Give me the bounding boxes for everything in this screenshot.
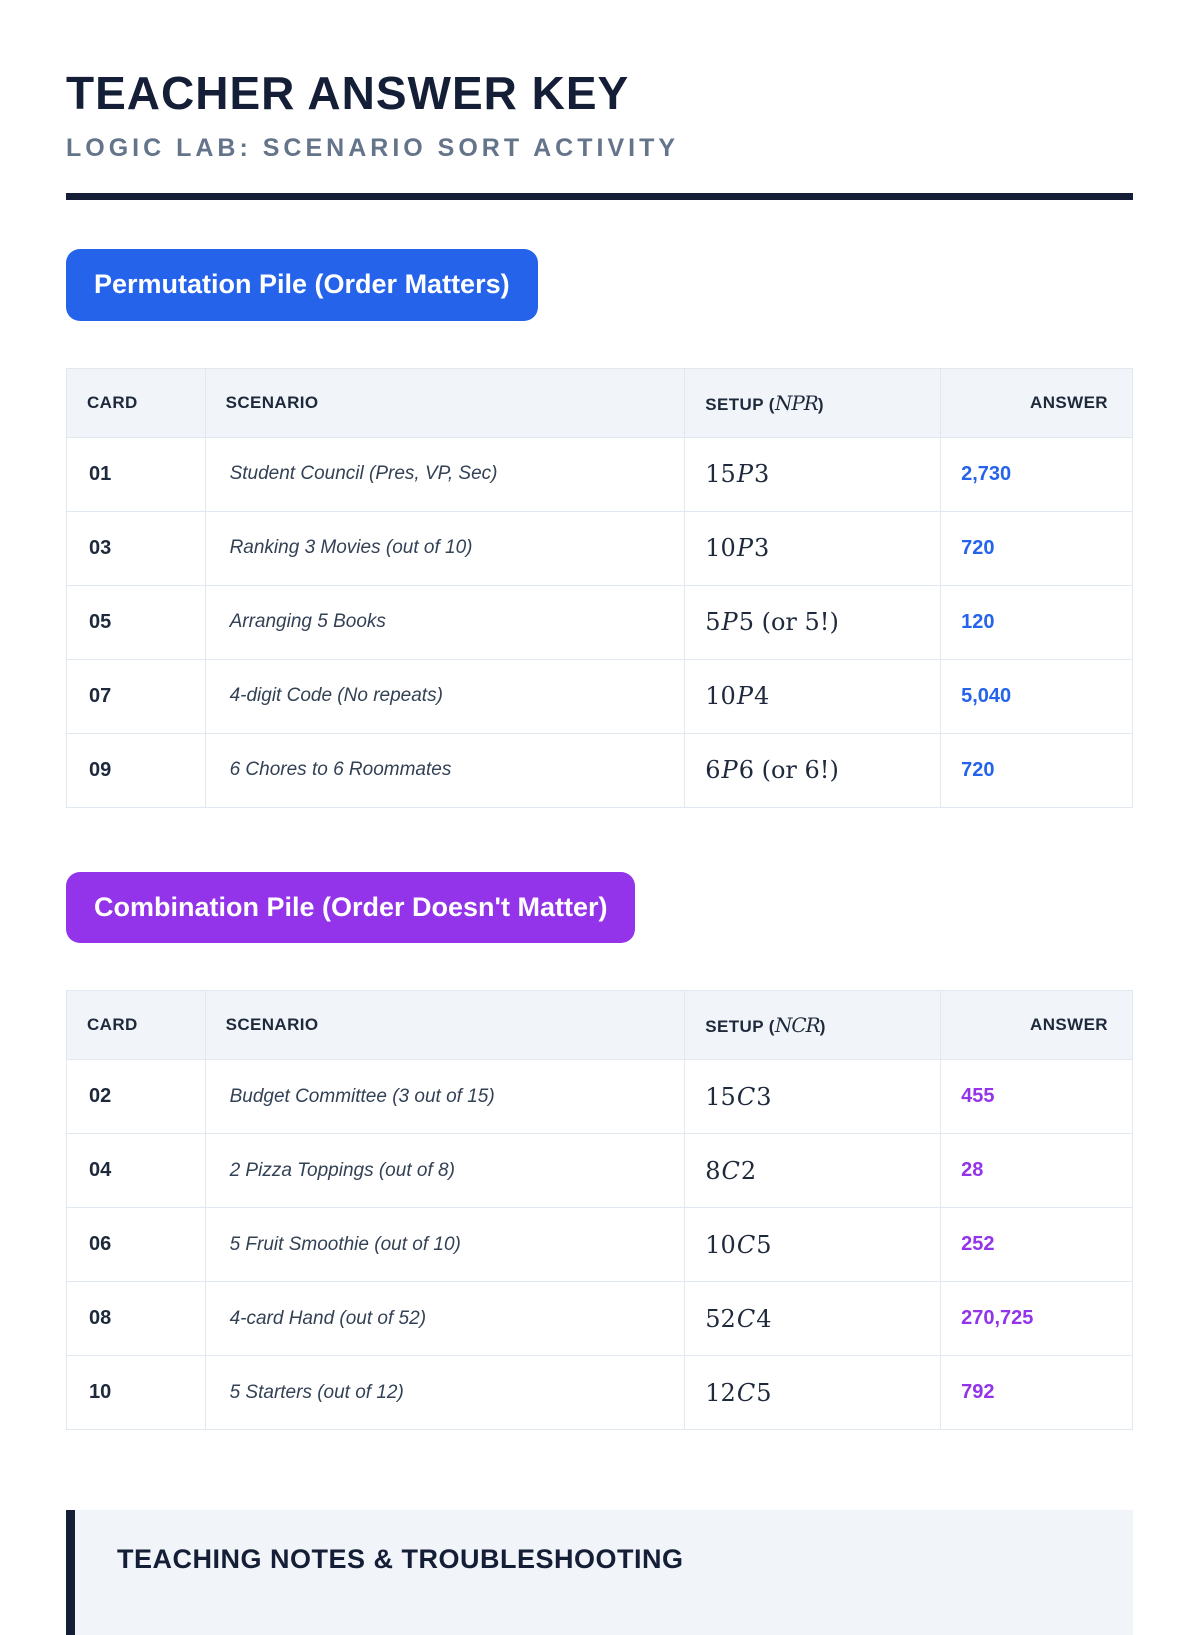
answer-value: 270,725 <box>940 1281 1133 1357</box>
table-row: 04 2 Pizza Toppings (out of 8) 8C2 28 <box>66 1133 1133 1209</box>
setup-formula: 10P3 <box>684 510 942 586</box>
answer-value: 2,730 <box>940 436 1133 512</box>
column-header-setup: SETUP (NPR) <box>684 367 942 438</box>
answer-value: 455 <box>940 1059 1133 1135</box>
permutation-section: Permutation Pile (Order Matters) CARD SC… <box>66 249 1133 808</box>
combination-table-header: CARD SCENARIO SETUP (NCR) ANSWER <box>66 990 1133 1061</box>
card-number: 03 <box>66 510 206 586</box>
table-row: 01 Student Council (Pres, VP, Sec) 15P3 … <box>66 436 1133 512</box>
table-row: 10 5 Starters (out of 12) 12C5 792 <box>66 1355 1133 1431</box>
card-number: 10 <box>66 1355 206 1431</box>
permutation-badge: Permutation Pile (Order Matters) <box>66 249 538 321</box>
setup-formula: 5P5 (or 5!) <box>684 584 942 660</box>
answer-value: 5,040 <box>940 658 1133 734</box>
combination-table: CARD SCENARIO SETUP (NCR) ANSWER 02 Budg… <box>66 990 1133 1431</box>
table-row: 06 5 Fruit Smoothie (out of 10) 10C5 252 <box>66 1207 1133 1283</box>
column-header-scenario: SCENARIO <box>204 367 686 438</box>
permutation-table: CARD SCENARIO SETUP (NPR) ANSWER 01 Stud… <box>66 367 1133 808</box>
setup-formula: 6P6 (or 6!) <box>684 732 942 808</box>
scenario-text: 5 Starters (out of 12) <box>204 1355 686 1431</box>
setup-formula: 52C4 <box>684 1281 942 1357</box>
title-divider <box>66 193 1133 200</box>
header-row: CARD SCENARIO SETUP (NCR) ANSWER <box>66 990 1133 1061</box>
setup-formula: 8C2 <box>684 1133 942 1209</box>
table-row: 09 6 Chores to 6 Roommates 6P6 (or 6!) 7… <box>66 732 1133 808</box>
column-header-setup: SETUP (NCR) <box>684 990 942 1061</box>
column-header-answer: ANSWER <box>940 367 1133 438</box>
teaching-notes-heading: TEACHING NOTES & TROUBLESHOOTING <box>117 1544 684 1575</box>
card-number: 05 <box>66 584 206 660</box>
table-row: 02 Budget Committee (3 out of 15) 15C3 4… <box>66 1059 1133 1135</box>
answer-value: 120 <box>940 584 1133 660</box>
scenario-text: Budget Committee (3 out of 15) <box>204 1059 686 1135</box>
card-number: 02 <box>66 1059 206 1135</box>
scenario-text: 4-card Hand (out of 52) <box>204 1281 686 1357</box>
setup-formula: 15C3 <box>684 1059 942 1135</box>
answer-value: 252 <box>940 1207 1133 1283</box>
answer-value: 28 <box>940 1133 1133 1209</box>
answer-value: 720 <box>940 732 1133 808</box>
answer-value: 792 <box>940 1355 1133 1431</box>
page-subtitle: LOGIC LAB: SCENARIO SORT ACTIVITY <box>66 134 680 162</box>
table-row: 05 Arranging 5 Books 5P5 (or 5!) 120 <box>66 584 1133 660</box>
column-header-answer: ANSWER <box>940 990 1133 1061</box>
answer-value: 720 <box>940 510 1133 586</box>
column-header-card: CARD <box>66 367 206 438</box>
card-number: 06 <box>66 1207 206 1283</box>
scenario-text: Ranking 3 Movies (out of 10) <box>204 510 686 586</box>
scenario-text: Arranging 5 Books <box>204 584 686 660</box>
combination-section: Combination Pile (Order Doesn't Matter) … <box>66 871 1133 1431</box>
column-header-card: CARD <box>66 990 206 1061</box>
teaching-notes-card: TEACHING NOTES & TROUBLESHOOTING <box>66 1510 1133 1635</box>
column-header-scenario: SCENARIO <box>204 990 686 1061</box>
setup-formula: 10P4 <box>684 658 942 734</box>
setup-formula: 10C5 <box>684 1207 942 1283</box>
scenario-text: 5 Fruit Smoothie (out of 10) <box>204 1207 686 1283</box>
card-number: 08 <box>66 1281 206 1357</box>
scenario-text: 6 Chores to 6 Roommates <box>204 732 686 808</box>
permutation-table-header: CARD SCENARIO SETUP (NPR) ANSWER <box>66 367 1133 438</box>
ncr-notation: NCR <box>774 1013 821 1038</box>
page-title: TEACHER ANSWER KEY <box>66 67 630 119</box>
card-number: 01 <box>66 436 206 512</box>
card-number: 04 <box>66 1133 206 1209</box>
scenario-text: Student Council (Pres, VP, Sec) <box>204 436 686 512</box>
card-number: 07 <box>66 658 206 734</box>
scenario-text: 4-digit Code (No repeats) <box>204 658 686 734</box>
scenario-text: 2 Pizza Toppings (out of 8) <box>204 1133 686 1209</box>
table-row: 03 Ranking 3 Movies (out of 10) 10P3 720 <box>66 510 1133 586</box>
header-row: CARD SCENARIO SETUP (NPR) ANSWER <box>66 367 1133 438</box>
table-row: 07 4-digit Code (No repeats) 10P4 5,040 <box>66 658 1133 734</box>
npr-notation: NPR <box>774 390 819 415</box>
combination-badge: Combination Pile (Order Doesn't Matter) <box>66 871 636 944</box>
setup-formula: 15P3 <box>684 436 942 512</box>
setup-formula: 12C5 <box>684 1355 942 1431</box>
card-number: 09 <box>66 732 206 808</box>
table-row: 08 4-card Hand (out of 52) 52C4 270,725 <box>66 1281 1133 1357</box>
